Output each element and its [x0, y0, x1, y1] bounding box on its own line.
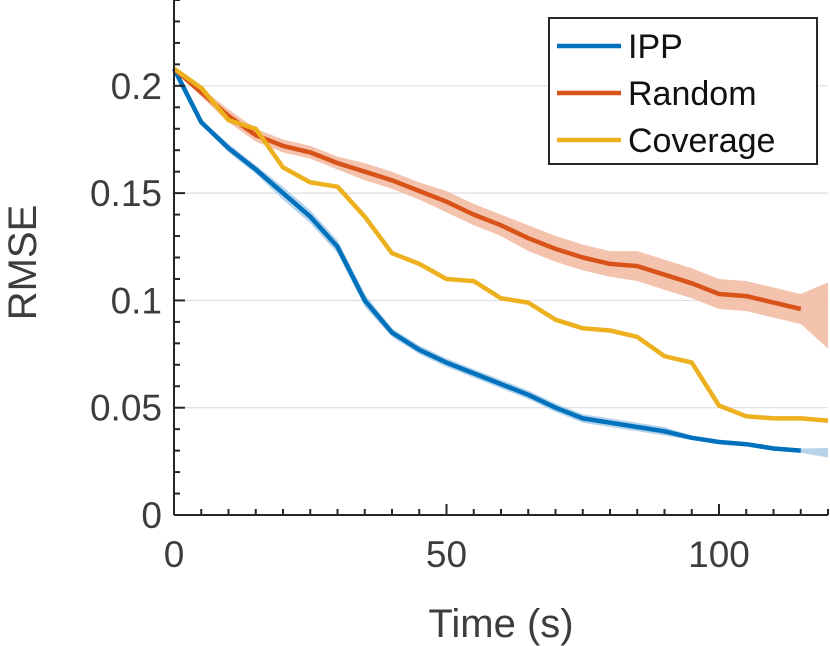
y-axis-title: RMSE	[1, 205, 45, 321]
y-tick-label: 0	[141, 495, 162, 536]
x-tick-label: 100	[688, 534, 750, 575]
legend-label-random: Random	[628, 75, 757, 113]
y-tick-label: 0.15	[90, 173, 162, 214]
x-tick-label: 50	[426, 534, 467, 575]
series-lines	[171, 66, 829, 453]
confidence-bands	[174, 66, 828, 458]
series-line-coverage	[172, 66, 829, 423]
y-tick-label: 0.05	[90, 388, 162, 429]
series-line-ipp	[171, 67, 801, 453]
legend: IPP Random Coverage	[548, 17, 818, 165]
legend-label-coverage: Coverage	[628, 122, 775, 160]
x-tick-label: 0	[164, 534, 185, 575]
y-tick-label: 0.2	[111, 66, 162, 107]
legend-label-ipp: IPP	[628, 28, 683, 66]
band-random	[174, 66, 828, 349]
x-axis-title: Time (s)	[428, 602, 573, 646]
y-tick-label: 0.1	[111, 280, 162, 321]
series-line-random	[172, 66, 802, 312]
